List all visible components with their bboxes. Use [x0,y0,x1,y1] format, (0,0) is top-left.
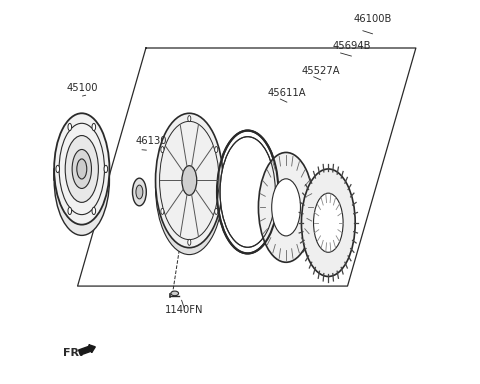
Ellipse shape [182,166,197,195]
Ellipse shape [92,207,96,215]
Text: FR.: FR. [62,348,83,358]
Ellipse shape [301,169,355,276]
Ellipse shape [188,239,191,245]
Ellipse shape [77,159,87,179]
Text: 45694B: 45694B [332,41,371,51]
Ellipse shape [258,152,314,262]
Ellipse shape [215,147,218,152]
Ellipse shape [92,123,96,131]
Ellipse shape [68,123,72,131]
Text: 45100: 45100 [67,83,98,93]
Text: 45611A: 45611A [267,88,306,98]
Text: 1140FN: 1140FN [165,305,204,315]
Ellipse shape [65,136,98,202]
Ellipse shape [272,179,300,236]
Text: 46100B: 46100B [353,14,392,24]
Ellipse shape [161,147,164,152]
Ellipse shape [156,120,223,255]
Ellipse shape [161,209,164,214]
FancyArrow shape [79,345,96,355]
Ellipse shape [132,178,146,206]
Ellipse shape [171,291,179,296]
Ellipse shape [220,137,276,247]
Ellipse shape [68,207,72,215]
Ellipse shape [56,166,60,172]
Ellipse shape [136,185,143,199]
Text: 46130: 46130 [136,136,168,146]
Ellipse shape [72,149,92,189]
Ellipse shape [54,124,109,235]
Ellipse shape [313,193,343,252]
Text: 45527A: 45527A [301,66,340,76]
Ellipse shape [54,113,109,225]
Ellipse shape [188,116,191,122]
Ellipse shape [59,123,105,215]
Ellipse shape [156,113,223,248]
Ellipse shape [104,166,108,172]
Ellipse shape [215,209,218,214]
Ellipse shape [217,131,278,253]
Ellipse shape [159,121,219,240]
